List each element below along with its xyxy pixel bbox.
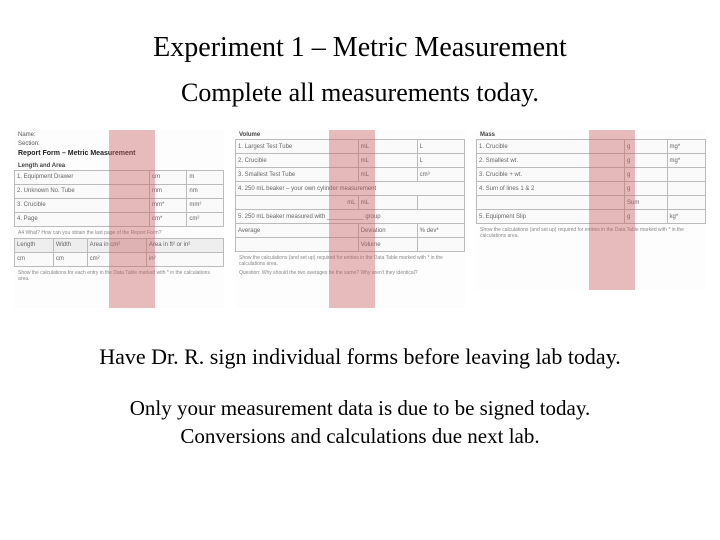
highlight-overlay [109,130,155,308]
forms-row: Name: Section: Report Form – Metric Meas… [0,130,720,308]
slide-title: Experiment 1 – Metric Measurement [0,0,720,64]
slide-subtitle: Complete all measurements today. [0,78,720,108]
instruction-line-2: Only your measurement data is due to be … [0,394,720,422]
highlight-overlay [329,130,375,308]
instruction-line-3: Conversions and calculations due next la… [0,422,720,450]
form-thumbnail-mass: Mass 1. Cruciblegmg* 2. Smallest wt.gmg*… [476,130,706,290]
form-thumbnail-length-area: Name: Section: Report Form – Metric Meas… [14,130,224,308]
instruction-line-1: Have Dr. R. sign individual forms before… [0,342,720,372]
form-thumbnail-volume: Volume 1. Largest Test TubemLL 2. Crucib… [235,130,465,308]
highlight-overlay [589,130,635,290]
